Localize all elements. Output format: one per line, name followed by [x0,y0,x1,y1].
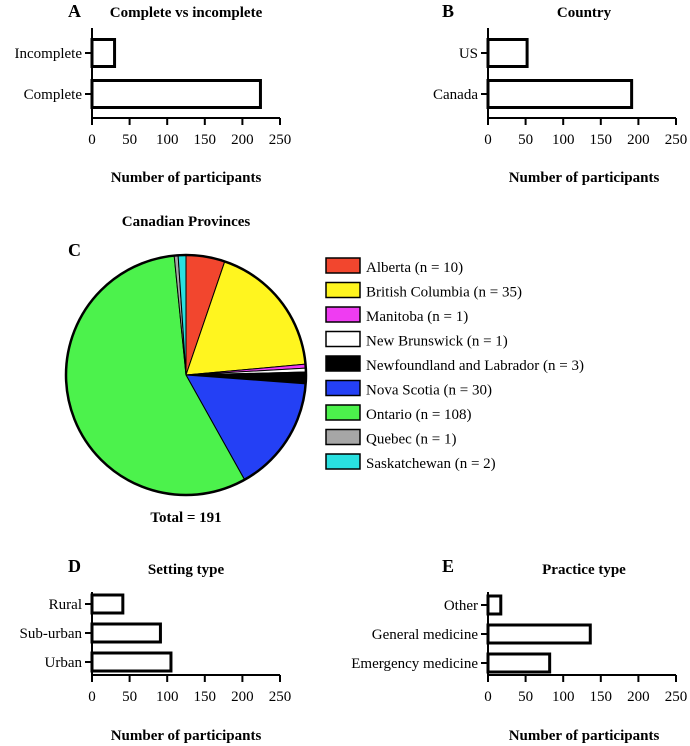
panel-b-category-label-us: US [459,46,478,62]
panel-letter-a: A [68,1,81,21]
panel-b-x-tick-label: 0 [484,132,492,148]
panel-d-x-tick-label: 150 [194,689,217,705]
panel-a-title: Complete vs incomplete [110,5,263,21]
legend-swatch-newfoundland-and-labrador [325,355,361,372]
panel-a-x-tick-label: 150 [194,132,217,148]
panel-d-bar-sub-urban [90,622,162,644]
panel-d-x-tick-label: 0 [88,689,96,705]
panel-b-x-axis-title: Number of participants [509,170,660,186]
panel-a-x-axis-title: Number of participants [111,170,262,186]
panel-b-category-label-canada: Canada [433,87,478,103]
legend-label-ontario: Ontario (n = 108) [366,407,472,423]
panel-a-x-tick-label: 0 [88,132,96,148]
legend-swatch-quebec [325,428,361,446]
panel-e-x-tick-label: 150 [590,689,613,705]
panel-a-category-label-complete: Complete [24,87,83,103]
panel-d-x-tick-label: 50 [122,689,137,705]
panel-a-bar-incomplete [90,38,117,68]
legend-label-saskatchewan: Saskatchewan (n = 2) [366,456,496,472]
panel-e-bar-chart: Practice type Number of participants Oth… [351,562,687,744]
panel-e-x-axis-title: Number of participants [509,728,660,744]
panel-letter-c: C [68,240,81,260]
panel-e-category-label-emergency-medicine: Emergency medicine [351,656,478,672]
panel-e-bar-general-medicine [486,623,592,645]
panel-a-category-label-incomplete: Incomplete [15,46,83,62]
panel-d-category-label-sub-urban: Sub-urban [20,626,83,642]
panel-b-x-tick-label: 150 [590,132,613,148]
legend-label-newfoundland-and-labrador: Newfoundland and Labrador (n = 3) [366,358,584,374]
legend-swatch-saskatchewan [325,453,361,470]
pie-outline [64,253,308,497]
panel-c-title: Canadian Provinces [122,214,251,230]
panel-b-bar-chart: Country Number of participants US Canada 0… [433,5,687,186]
panel-e-category-label-general-medicine: General medicine [372,627,479,643]
panel-d-title: Setting type [148,562,225,578]
panel-b-x-tick-label: 200 [627,132,650,148]
panel-letter-e: E [442,556,454,576]
panel-a-bar-complete [90,79,262,109]
panel-a-bar-chart: Complete vs incomplete Number of partici… [15,5,292,186]
panel-d-x-axis-title: Number of participants [111,728,262,744]
panel-d-category-label-rural: Rural [49,597,82,613]
panel-d-x-tick-label: 100 [156,689,179,705]
panel-a-x-tick-label: 250 [269,132,292,148]
panel-e-x-tick-label: 50 [518,689,533,705]
legend-swatch-ontario [325,404,361,421]
panel-b-bar-us [486,38,529,68]
pie-total-label: Total = 191 [150,510,221,526]
panel-e-bar-other [486,594,503,616]
panel-b-title: Country [557,5,612,21]
legend-swatch-manitoba [325,306,361,323]
panel-d-category-label-urban: Urban [45,655,83,671]
legend-label-quebec: Quebec (n = 1) [366,432,457,448]
panel-e-x-tick-label: 200 [627,689,650,705]
pie-legend: Alberta (n = 10) British Columbia (n = 35… [325,257,584,472]
legend-label-manitoba: Manitoba (n = 1) [366,309,468,325]
legend-label-british-columbia: British Columbia (n = 35) [366,285,522,301]
panel-e-x-tick-label: 100 [552,689,575,705]
panel-e-x-tick-label: 250 [665,689,688,705]
panel-e-title: Practice type [542,562,626,578]
legend-swatch-new-brunswick [325,330,361,348]
panel-d-x-tick-label: 250 [269,689,292,705]
panel-e-category-label-other: Other [444,598,478,614]
legend-swatch-british-columbia [325,281,361,299]
panel-d-bar-rural [90,593,125,615]
panel-letter-d: D [68,556,81,576]
panel-e-bar-emergency-medicine [486,652,552,674]
panel-a-x-tick-label: 100 [156,132,179,148]
legend-swatch-alberta [325,257,361,274]
panel-a-x-tick-label: 50 [122,132,137,148]
panel-b-x-tick-label: 50 [518,132,533,148]
panel-b-x-tick-label: 100 [552,132,575,148]
panel-a-x-tick-label: 200 [231,132,254,148]
panel-c-pie-chart: Canadian Provinces Total = 191 Alberta (… [64,214,584,526]
panel-d-bar-chart: Setting type Number of participants Rura… [20,562,292,744]
panel-d-bar-urban [90,651,173,673]
legend-label-nova-scotia: Nova Scotia (n = 30) [366,383,492,399]
legend-swatch-nova-scotia [325,379,361,397]
panel-e-x-tick-label: 0 [484,689,492,705]
pie-slices [64,253,308,497]
legend-label-new-brunswick: New Brunswick (n = 1) [366,334,508,350]
legend-label-alberta: Alberta (n = 10) [366,260,463,276]
panel-b-x-tick-label: 250 [665,132,688,148]
panel-b-bar-canada [486,79,634,109]
panel-letter-b: B [442,1,454,21]
panel-d-x-tick-label: 200 [231,689,254,705]
